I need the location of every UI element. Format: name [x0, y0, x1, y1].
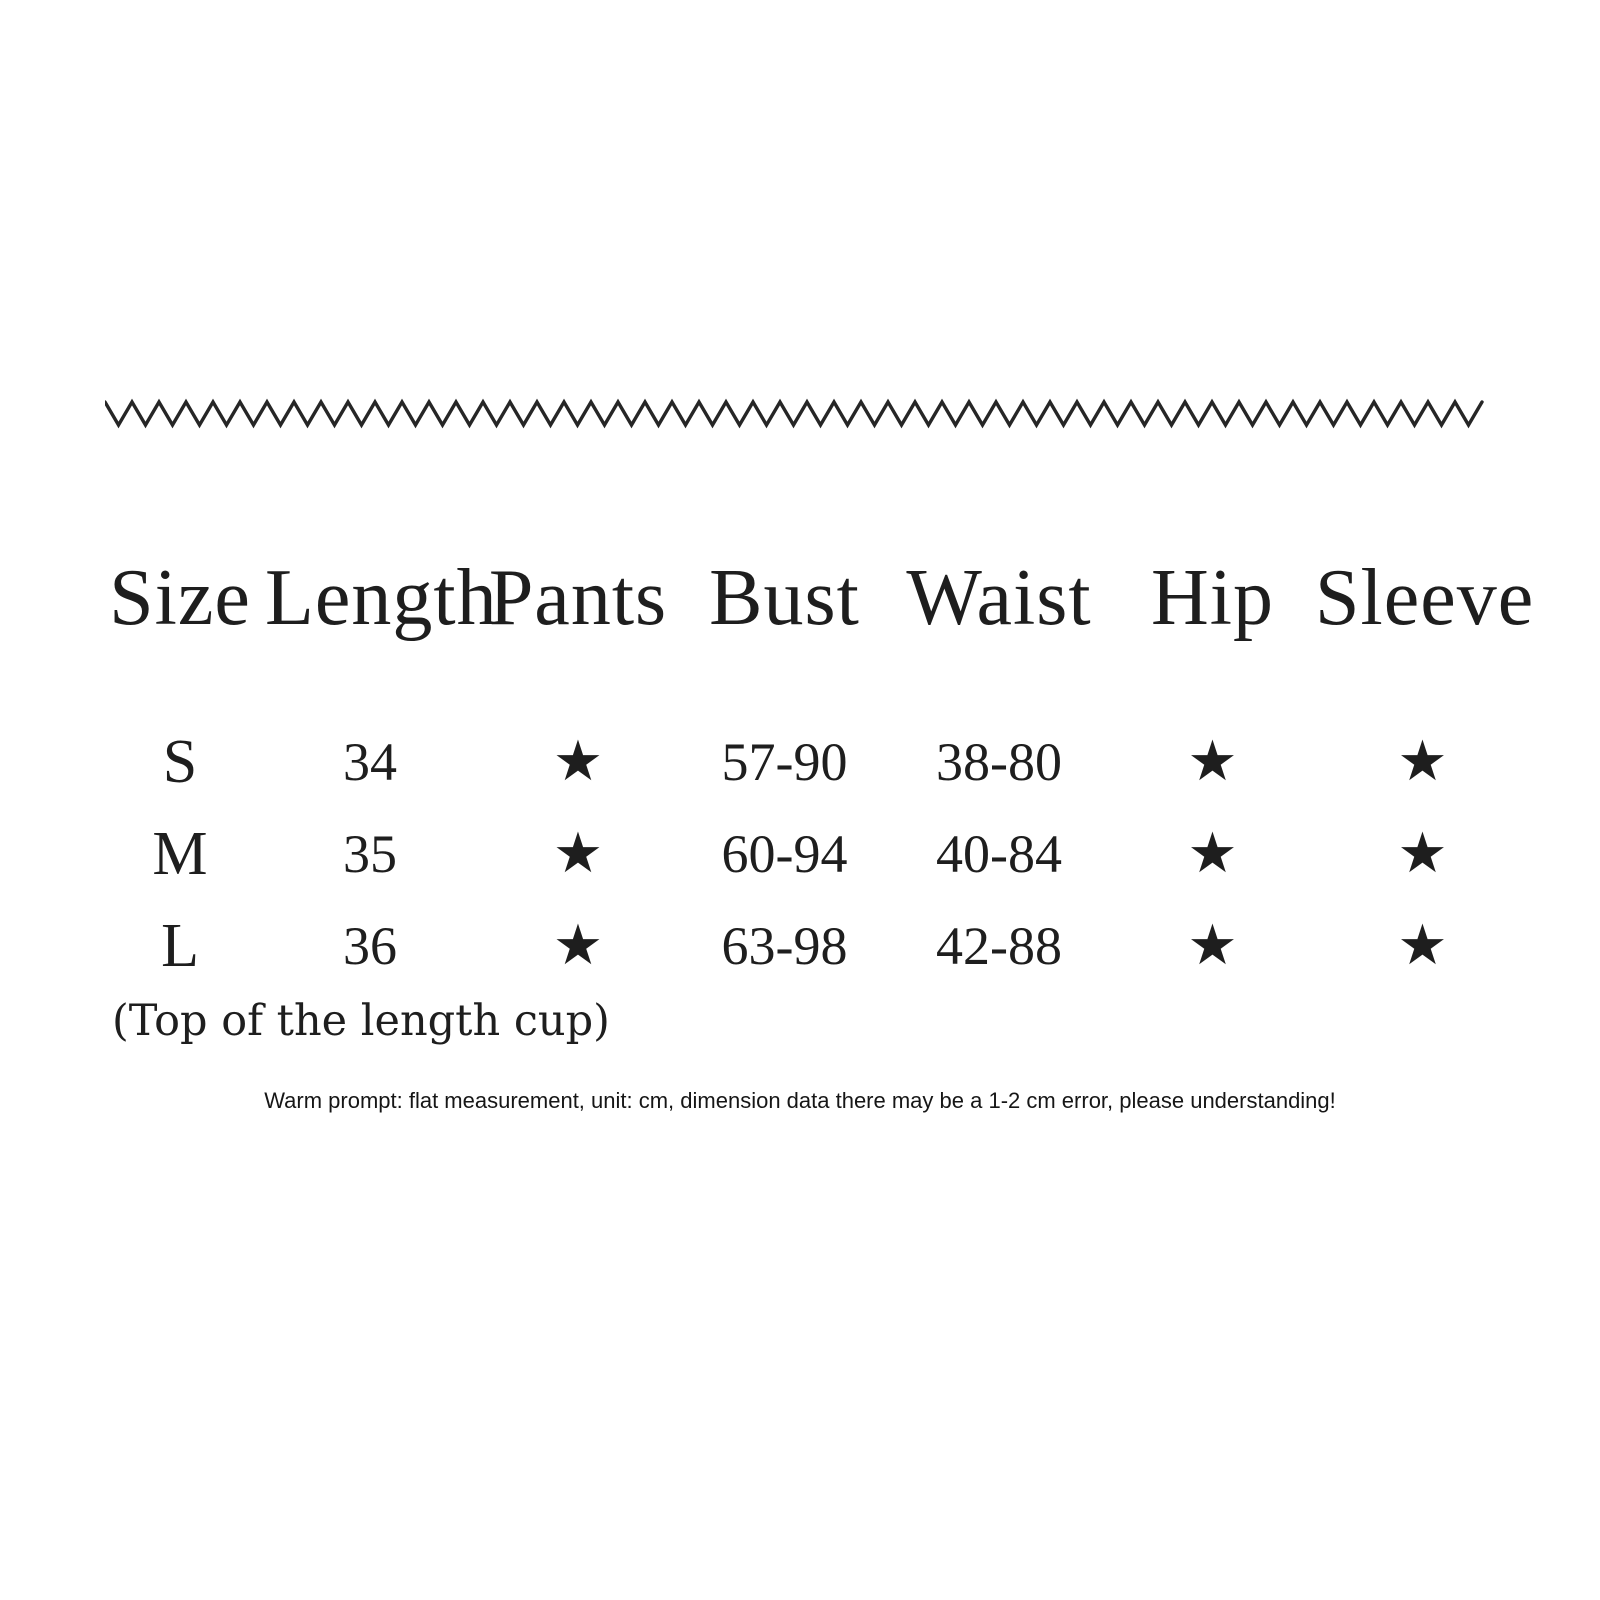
star-icon: ★: [1187, 913, 1238, 978]
star-icon: ★: [1397, 729, 1448, 794]
cell-waist-value: 40-84: [936, 824, 1062, 884]
star-icon: ★: [552, 821, 604, 886]
cell-size-label: M: [152, 820, 208, 888]
length-note-text: (Top of the length cup): [112, 996, 610, 1046]
column-header-length: Length: [265, 554, 498, 642]
size-table: Size Length Pants Bust Waist Hip Sleeve …: [95, 542, 1535, 992]
cell-length-value: 34: [343, 732, 397, 792]
cell-bust-value: 57-90: [721, 732, 848, 792]
column-header-waist: Waist: [906, 554, 1092, 642]
cell-waist-value: 42-88: [936, 916, 1062, 976]
column-header-hip: Hip: [1151, 554, 1274, 642]
warm-prompt-text: Warm prompt: flat measurement, unit: cm,…: [264, 1088, 1336, 1113]
cell-size-label: L: [161, 912, 199, 980]
table-row-size-s: S 34 ★ 57-90 38-80 ★ ★: [95, 716, 1530, 808]
column-header-pants: Pants: [488, 554, 668, 642]
column-header-sleeve: Sleeve: [1315, 554, 1535, 642]
star-icon: ★: [1397, 821, 1448, 886]
star-icon: ★: [1187, 729, 1238, 794]
cell-length-value: 36: [343, 916, 397, 976]
star-icon: ★: [552, 729, 604, 794]
star-icon: ★: [552, 913, 604, 978]
cell-length-value: 35: [343, 824, 397, 884]
cell-bust-value: 60-94: [721, 824, 848, 884]
cell-size-label: S: [162, 728, 198, 796]
cell-waist-value: 38-80: [936, 732, 1062, 792]
column-header-size: Size: [109, 554, 251, 642]
star-icon: ★: [1397, 913, 1448, 978]
star-icon: ★: [1187, 821, 1238, 886]
size-table-header-row: Size Length Pants Bust Waist Hip Sleeve: [95, 542, 1535, 654]
column-header-bust: Bust: [709, 554, 860, 642]
table-row-size-l: L 36 ★ 63-98 42-88 ★ ★: [95, 900, 1530, 992]
cell-bust-value: 63-98: [721, 916, 848, 976]
zigzag-divider-line: [105, 398, 1484, 429]
zigzag-path: [105, 398, 1484, 429]
table-row-size-m: M 35 ★ 60-94 40-84 ★ ★: [95, 808, 1530, 900]
